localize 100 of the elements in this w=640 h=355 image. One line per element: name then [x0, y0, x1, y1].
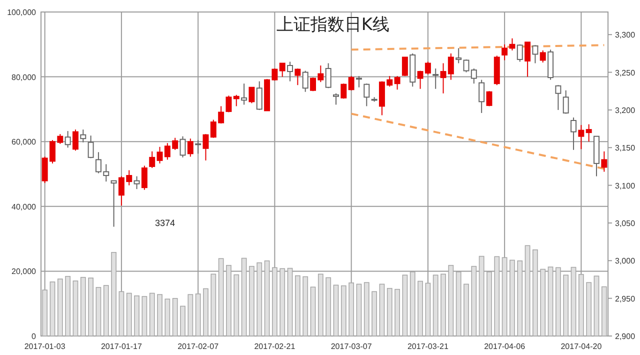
bar: [510, 260, 515, 336]
bar: [440, 274, 446, 336]
y-tick-label: 100,000: [7, 8, 37, 17]
bar: [548, 266, 554, 336]
candlestick: [72, 129, 78, 152]
candlestick: [325, 62, 332, 89]
bar: [394, 288, 400, 336]
bar: [42, 290, 48, 336]
bar: [157, 294, 162, 336]
bar: [379, 284, 385, 336]
bar: [555, 267, 561, 336]
bar: [364, 282, 370, 336]
bar: [294, 275, 300, 336]
candlestick: [248, 86, 255, 104]
bar: [65, 276, 71, 336]
candlestick: [432, 68, 439, 90]
bar: [149, 292, 155, 336]
bar: [578, 274, 584, 336]
bar: [264, 260, 270, 336]
bar: [402, 274, 408, 336]
bar: [456, 271, 462, 336]
candlestick: [294, 68, 301, 86]
bar: [372, 291, 377, 336]
bar: [249, 266, 254, 336]
bar: [540, 268, 546, 336]
bar: [210, 274, 216, 336]
bar: [226, 264, 232, 336]
bar: [118, 291, 124, 336]
candlestick: [202, 134, 209, 161]
bar: [280, 268, 286, 336]
candlestick: [470, 68, 477, 84]
y2-tick-label: 3,300: [615, 30, 636, 40]
candlestick: [64, 130, 71, 148]
bar: [72, 280, 78, 336]
candlestick: [80, 129, 86, 143]
bar: [594, 276, 600, 336]
bar: [425, 282, 431, 336]
bar: [601, 286, 607, 336]
bar: [134, 295, 140, 336]
candlestick: [287, 61, 294, 82]
x-tick-label: 2017-03-07: [330, 342, 372, 351]
candlestick: [187, 138, 194, 158]
x-tick-label: 2017-04-06: [484, 342, 526, 351]
candlestick: [516, 44, 523, 62]
bar: [164, 298, 170, 336]
candlestick: [555, 84, 562, 110]
bar: [272, 267, 278, 336]
bar: [448, 264, 454, 336]
candlestick: [486, 90, 492, 107]
bar: [241, 258, 247, 336]
bar: [563, 274, 569, 336]
y-tick-label: 0: [32, 332, 37, 341]
y-tick-label: 80,000: [12, 72, 37, 82]
candlestick: [478, 79, 485, 114]
candlestick: [302, 70, 308, 92]
bar: [356, 284, 362, 336]
bar: [302, 276, 308, 336]
bar: [126, 292, 132, 336]
bar: [103, 285, 109, 336]
bar: [218, 258, 224, 336]
annotation: 3374: [154, 218, 176, 228]
bar: [410, 271, 416, 336]
candlestick: [356, 76, 362, 88]
bar: [464, 284, 469, 336]
bar: [570, 266, 576, 336]
bar: [586, 282, 592, 336]
y-tick-label: 20,000: [12, 267, 37, 276]
candlestick: [134, 176, 140, 190]
bar: [195, 293, 201, 336]
bar: [471, 266, 477, 336]
y2-tick-label: 3,050: [615, 218, 636, 228]
bar: [188, 294, 194, 336]
y2-tick-label: 3,100: [615, 181, 636, 190]
candlestick: [463, 58, 470, 73]
bar: [486, 271, 492, 336]
y2-tick-label: 2,900: [615, 332, 636, 341]
bar: [50, 281, 56, 336]
candlestick: [532, 44, 538, 64]
candlestick: [524, 42, 531, 78]
bar: [80, 276, 86, 336]
bar: [234, 274, 240, 336]
bar: [432, 274, 438, 336]
candlestick: [394, 76, 400, 90]
bar: [502, 257, 508, 336]
bar: [57, 278, 63, 336]
candlestick: [141, 165, 148, 190]
candlestick: [88, 135, 94, 159]
candlestick: [256, 80, 262, 110]
x-tick-label: 2017-01-03: [24, 342, 66, 351]
bar: [88, 278, 94, 336]
candlestick: [364, 83, 370, 107]
bar: [418, 280, 423, 336]
bar: [517, 260, 523, 336]
candlestick: [149, 150, 156, 168]
y-tick-label: 60,000: [12, 138, 37, 147]
x-tick-label: 2017-02-07: [178, 342, 220, 351]
y2-tick-label: 2,950: [615, 294, 636, 304]
bar: [256, 262, 262, 336]
candlestick: [562, 90, 569, 114]
bar: [333, 284, 339, 336]
